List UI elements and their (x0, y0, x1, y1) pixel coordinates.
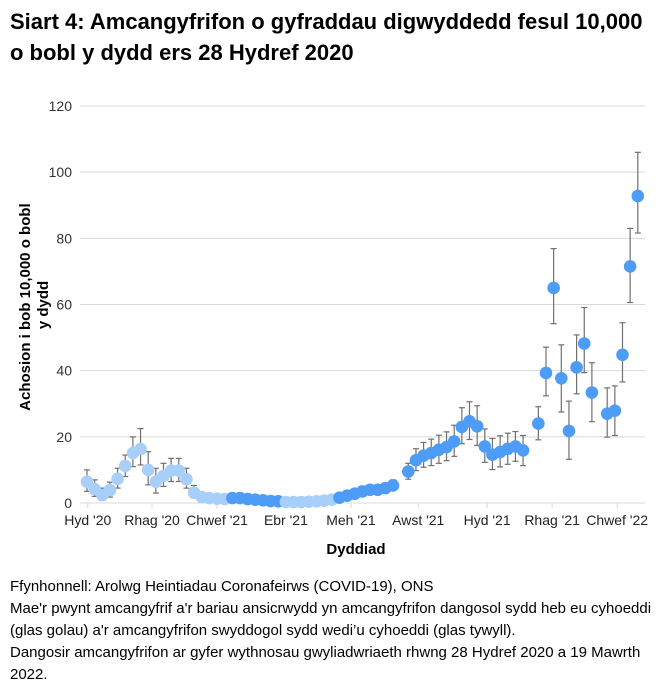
data-point (447, 435, 461, 448)
error-bars (84, 151, 641, 504)
data-point (577, 337, 591, 350)
data-point (470, 419, 484, 433)
x-tick-label: Hyd '20 (64, 512, 111, 528)
x-tick-label: Chwef '22 (586, 512, 648, 528)
data-point (585, 386, 599, 399)
x-tick-labels: Hyd '20 Rhag '20 Chwef '21 Ebr '21 Meh '21 Aw… (64, 503, 648, 528)
y-axis-label: Achosion i bob 10,000 o bobl y dydd (17, 199, 52, 411)
data-point (134, 442, 147, 456)
data-point (180, 472, 193, 486)
x-tick-label: Ebr '21 (264, 512, 308, 528)
x-tick-label: Hyd '21 (464, 512, 511, 528)
data-point (539, 366, 553, 380)
x-tick-label: Chwef '21 (186, 512, 248, 528)
data-point (478, 440, 492, 453)
data-point (172, 464, 186, 477)
data-point (516, 444, 530, 457)
data-point (103, 483, 117, 497)
y-tick-label: 40 (56, 363, 72, 379)
y-tick-label: 60 (56, 297, 72, 313)
y-tick-labels: 0 20 40 60 80 100 120 (49, 98, 73, 511)
x-tick-label: Rhag '21 (524, 512, 580, 528)
x-tick-label: Rhag '20 (124, 512, 180, 528)
data-point (532, 417, 545, 430)
y-tick-label: 20 (56, 429, 72, 445)
x-axis-label: Dyddiad (326, 541, 385, 558)
footer-notes: Ffynhonnell: Arolwg Heintiadau Coronafei… (10, 576, 660, 686)
gridlines (80, 105, 645, 504)
data-point (555, 371, 568, 385)
data-point (386, 479, 400, 492)
data-point (141, 463, 155, 477)
date-range-note: Dangosir amcangyfrifon ar gyfer wythnosa… (10, 644, 641, 683)
data-point (570, 361, 583, 374)
data-point (547, 281, 560, 295)
source-note: Ffynhonnell: Arolwg Heintiadau Coronafei… (10, 578, 434, 595)
data-point (616, 348, 629, 362)
y-tick-label: 120 (49, 98, 73, 114)
colour-note: Mae'r pwynt amcangyfrif a'r bariau ansic… (10, 600, 652, 639)
x-tick-label: Awst '21 (392, 512, 444, 528)
y-tick-label: 80 (56, 230, 72, 246)
data-point (402, 465, 415, 478)
y-tick-label: 100 (49, 164, 73, 180)
data-point (111, 472, 124, 486)
y-tick-label: 0 (64, 495, 72, 511)
chart: 0 20 40 60 80 100 120 Hyd '20 Rhag '20 Chwef '21… (17, 98, 648, 558)
data-point (623, 260, 637, 273)
chart-title: Siart 4: Amcangyfrifon o gyfraddau digwy… (10, 9, 643, 65)
data-point (608, 404, 622, 417)
x-tick-label: Meh '21 (326, 512, 376, 528)
data-point (562, 424, 576, 438)
data-point (118, 459, 132, 473)
data-points (80, 189, 645, 509)
data-point (631, 189, 645, 203)
